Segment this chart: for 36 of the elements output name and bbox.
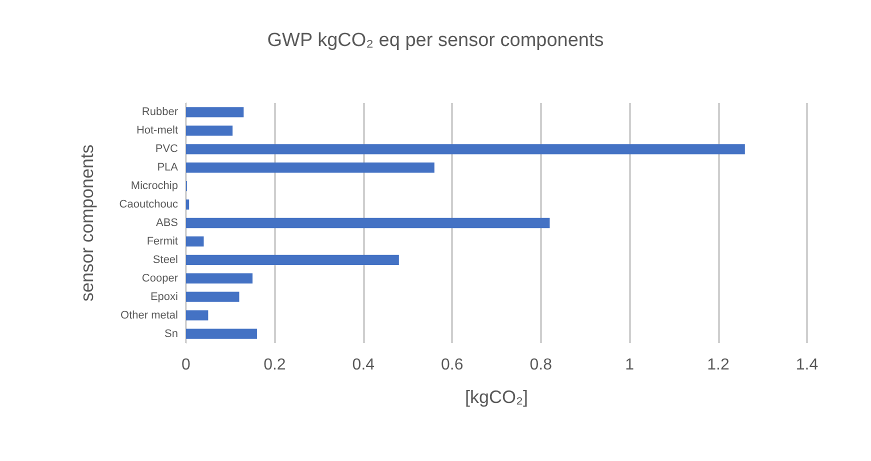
bar [186, 328, 257, 339]
x-tick-label: 1.2 [707, 356, 730, 374]
x-tick-label: 0.6 [441, 356, 464, 374]
y-tick-label: PVC [155, 143, 178, 156]
y-tick-label: Hot-melt [136, 124, 178, 137]
bar [186, 254, 399, 265]
y-axis-title: sensor components [77, 144, 97, 302]
bar [186, 199, 190, 210]
x-tick-label: 0 [182, 356, 191, 374]
x-tick-label: 0.2 [264, 356, 286, 374]
x-tick-label: 1.4 [796, 356, 818, 374]
bar [186, 162, 434, 173]
bar [186, 144, 745, 154]
chart-title: GWP kgCO₂ eq per sensor components [267, 30, 604, 51]
bar [186, 273, 253, 284]
bar [186, 126, 233, 136]
y-tick-label: Fermit [146, 235, 178, 248]
y-tick-label: Cooper [142, 272, 178, 284]
bar [186, 292, 240, 302]
x-tick-label: 0.8 [530, 356, 552, 374]
y-tick-label: Steel [152, 254, 178, 266]
y-tick-label: Other metal [120, 309, 178, 322]
y-tick-label: Microchip [130, 180, 178, 192]
bar [186, 236, 204, 247]
x-axis-title: [kgCO₂] [465, 387, 528, 407]
y-tick-label: Rubber [142, 106, 178, 118]
bar [186, 218, 550, 228]
y-tick-label: Caoutchouc [119, 198, 178, 211]
y-tick-label: ABS [156, 217, 178, 229]
y-tick-label: Sn [164, 328, 178, 340]
y-tick-label: Epoxi [150, 290, 178, 303]
bar [186, 107, 244, 118]
x-tick-label: 0.4 [352, 356, 375, 374]
bar [186, 310, 208, 320]
y-tick-label: PLA [157, 162, 179, 174]
x-tick-label: 1 [625, 356, 634, 374]
